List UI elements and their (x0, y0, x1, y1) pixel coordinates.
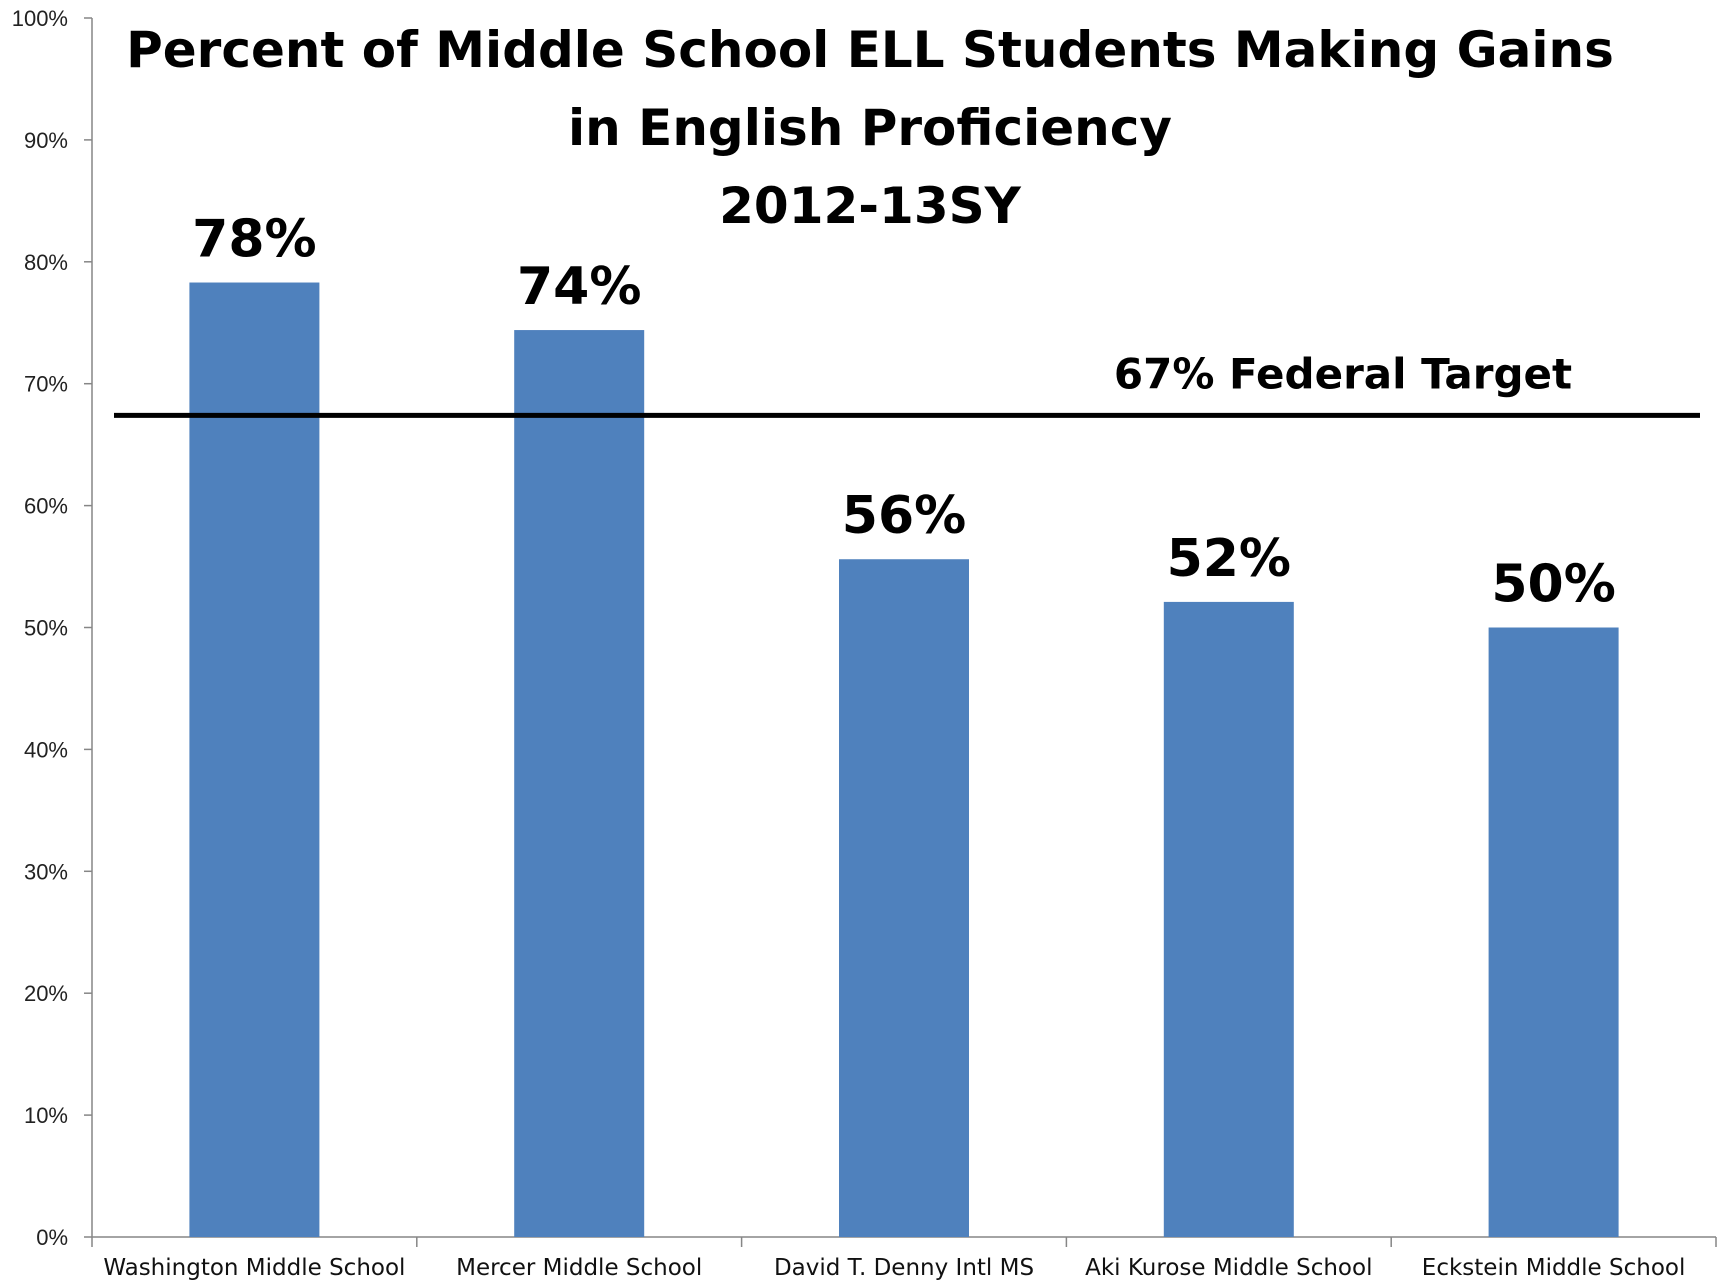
data-labels: 78% 74% 56% 52% 50% (192, 210, 1616, 615)
data-label: 52% (1167, 529, 1291, 589)
category-label: Washington Middle School (103, 1255, 405, 1281)
y-tick-label: 40% (24, 737, 68, 762)
data-label: 74% (517, 257, 641, 317)
y-tick-label: 60% (24, 494, 68, 519)
bar (514, 330, 645, 1238)
data-label: 50% (1491, 555, 1615, 615)
x-axis: Washington Middle School Mercer Middle Sc… (91, 1236, 1717, 1281)
bar (1163, 601, 1294, 1237)
y-tick-label: 50% (24, 616, 68, 641)
bar (1488, 627, 1619, 1237)
y-tick-label: 10% (24, 1103, 68, 1128)
category-label: Mercer Middle School (456, 1255, 702, 1281)
category-label: David T. Denny Intl MS (774, 1255, 1034, 1281)
bar-series (189, 282, 1619, 1238)
bar (189, 282, 320, 1237)
data-label: 78% (192, 210, 316, 270)
bar (839, 559, 969, 1237)
federal-target: 67% Federal Target (114, 349, 1700, 418)
federal-target-label: 67% Federal Target (1114, 349, 1572, 398)
y-tick-label: 30% (24, 859, 68, 884)
title-line-2: in English Proficiency (568, 99, 1172, 157)
y-tick-label: 0% (36, 1225, 68, 1250)
y-tick-label: 90% (24, 128, 68, 153)
chart-title: Percent of Middle School ELL Students Ma… (126, 21, 1614, 235)
y-tick-label: 100% (12, 6, 68, 31)
y-tick-label: 70% (24, 372, 68, 397)
title-line-3: 2012-13SY (719, 177, 1022, 235)
y-tick-label: 80% (24, 250, 68, 275)
data-label: 56% (842, 486, 966, 546)
y-tick-label: 20% (24, 981, 68, 1006)
category-label: Eckstein Middle School (1422, 1255, 1686, 1281)
category-label: Aki Kurose Middle School (1085, 1255, 1372, 1281)
y-axis: 0% 10% 20% 30% 40% 50% 60% 70% 80% 90% 100% (12, 6, 93, 1250)
title-line-1: Percent of Middle School ELL Students Ma… (126, 21, 1614, 79)
